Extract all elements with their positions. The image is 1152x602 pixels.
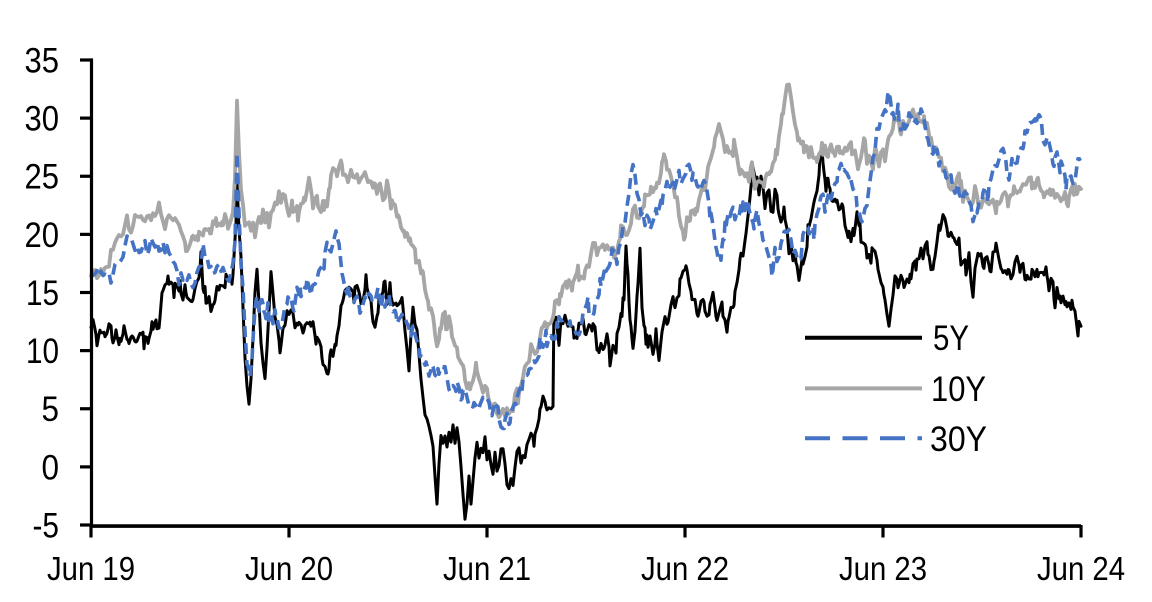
svg-text:Jun 20: Jun 20 [245, 550, 333, 587]
svg-text:10: 10 [26, 332, 59, 371]
svg-text:-5: -5 [33, 506, 60, 545]
svg-text:10Y: 10Y [931, 370, 986, 409]
svg-text:30Y: 30Y [930, 420, 987, 459]
svg-text:25: 25 [25, 158, 60, 197]
svg-text:0: 0 [42, 448, 60, 487]
svg-text:Jun 22: Jun 22 [641, 550, 729, 587]
svg-text:5: 5 [42, 390, 60, 429]
svg-text:20: 20 [25, 216, 60, 255]
svg-text:5Y: 5Y [933, 319, 969, 358]
svg-text:30: 30 [25, 100, 60, 139]
svg-text:Jun 19: Jun 19 [47, 550, 135, 587]
svg-text:Jun 21: Jun 21 [443, 550, 531, 587]
svg-text:15: 15 [26, 274, 59, 313]
svg-text:35: 35 [25, 41, 60, 80]
svg-text:Jun 23: Jun 23 [839, 550, 927, 587]
svg-text:Jun 24: Jun 24 [1037, 550, 1125, 587]
